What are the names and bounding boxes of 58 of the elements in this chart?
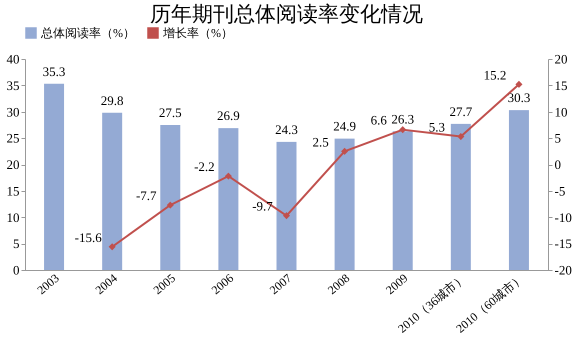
y2-tick-label: 20 <box>554 52 568 66</box>
data-label: 35.3 <box>42 64 66 79</box>
point <box>515 80 522 88</box>
y-tick-label: 10 <box>6 210 20 225</box>
point <box>399 126 406 134</box>
bar <box>392 131 413 270</box>
bar <box>160 124 180 270</box>
data-label: -2.2 <box>194 159 215 174</box>
data-label: 26.3 <box>391 111 414 126</box>
y2-tick-label: 15 <box>554 78 568 93</box>
y2-tick-label: -20 <box>554 262 572 278</box>
data-label: 24.9 <box>333 118 356 134</box>
data-label: 15.2 <box>484 67 506 82</box>
y2-tick-label: 5 <box>554 130 561 146</box>
data-label: 5.3 <box>428 120 445 135</box>
y-tick-label: 30 <box>6 104 20 120</box>
y-tick-label: 25 <box>6 130 20 146</box>
point <box>282 212 290 220</box>
bar <box>450 124 471 270</box>
data-label: 2.5 <box>312 134 329 150</box>
y-tick-label: 35 <box>6 78 20 93</box>
point <box>224 172 232 180</box>
x-tick-label: 2009 <box>383 270 410 298</box>
data-label: -7.7 <box>136 188 158 204</box>
bar <box>508 110 529 270</box>
data-label: 27.7 <box>449 104 473 119</box>
data-label: 26.9 <box>217 108 240 124</box>
data-label: 6.6 <box>370 112 388 128</box>
x-tick-label: 2008 <box>324 270 352 298</box>
data-label: 30.3 <box>508 90 530 106</box>
y2-tick-label: -15 <box>554 236 572 252</box>
legend-label: 增长率（%） <box>162 26 233 40</box>
chart-title: 历年期刊总体阅读率变化情况 <box>150 2 423 26</box>
point <box>166 202 174 209</box>
bar <box>102 112 122 270</box>
y-tick-label: 15 <box>6 183 20 198</box>
legend-label: 总体阅读率（%） <box>40 26 135 40</box>
data-label: -9.7 <box>252 198 274 214</box>
y2-tick-label: -5 <box>554 183 566 198</box>
point <box>457 133 464 140</box>
bar <box>44 84 64 270</box>
y-tick-label: 40 <box>6 52 20 66</box>
bar <box>334 138 355 270</box>
data-label: 27.5 <box>158 104 182 120</box>
y2-tick-label: -10 <box>554 210 572 225</box>
bar <box>276 142 296 270</box>
bar <box>218 128 238 270</box>
y-tick-label: 5 <box>13 236 20 252</box>
y2-tick-label: 0 <box>554 157 561 172</box>
x-tick-label: 2003 <box>34 270 62 298</box>
y2-tick-label: 10 <box>554 104 568 120</box>
data-label: 29.8 <box>100 92 124 108</box>
point <box>108 243 116 250</box>
y-tick-label: 0 <box>13 262 20 278</box>
data-label: -15.6 <box>74 230 102 245</box>
y-tick-label: 20 <box>6 157 20 172</box>
data-label: 24.3 <box>275 122 298 137</box>
point <box>341 148 348 155</box>
